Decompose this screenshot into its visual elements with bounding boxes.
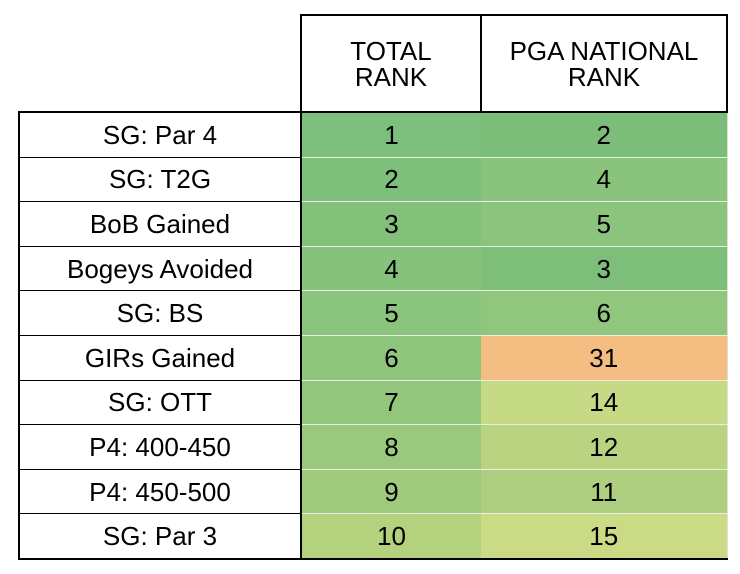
pga-rank-cell: 31 — [481, 335, 728, 381]
total-rank-cell: 1 — [301, 110, 481, 158]
header-pga-national-rank: PGA NATIONAL RANK — [480, 14, 728, 112]
metric-cell: SG: T2G — [18, 157, 302, 203]
pga-rank-cell: 2 — [481, 110, 728, 158]
metric-cell: P4: 400-450 — [18, 424, 302, 470]
metric-cell: Bogeys Avoided — [18, 246, 302, 292]
metric-cell: GIRs Gained — [18, 335, 302, 381]
total-rank-cell: 7 — [301, 380, 481, 426]
metric-cell: SG: BS — [18, 290, 302, 336]
pga-rank-cell: 3 — [481, 246, 728, 292]
metric-cell: SG: OTT — [18, 380, 302, 426]
total-rank-cell: 6 — [301, 335, 481, 381]
header-total-rank-line1: TOTAL — [350, 35, 432, 66]
table-row: SG: T2G 2 4 — [18, 157, 728, 203]
table-row: SG: Par 4 1 2 — [18, 110, 728, 158]
table-row: P4: 400-450 8 12 — [18, 424, 728, 470]
pga-rank-cell: 6 — [481, 290, 728, 336]
metric-cell: BoB Gained — [18, 201, 302, 247]
table-row: SG: OTT 7 14 — [18, 380, 728, 426]
table-row: SG: Par 3 10 15 — [18, 513, 728, 560]
rankings-table: TOTAL RANK PGA NATIONAL RANK SG: Par 4 1… — [18, 14, 728, 560]
pga-rank-cell: 14 — [481, 380, 728, 426]
table-row: P4: 450-500 9 11 — [18, 469, 728, 515]
pga-rank-cell: 11 — [481, 469, 728, 515]
total-rank-cell: 2 — [301, 157, 481, 203]
header-total-rank-line2: RANK — [354, 61, 428, 92]
header-total-rank: TOTAL RANK — [300, 14, 482, 112]
metric-cell: SG: Par 4 — [18, 110, 302, 158]
pga-rank-cell: 15 — [481, 513, 728, 560]
pga-rank-cell: 12 — [481, 424, 728, 470]
metric-cell: SG: Par 3 — [18, 513, 302, 560]
pga-rank-cell: 5 — [481, 201, 728, 247]
header-blank-cell — [19, 15, 301, 112]
pga-rank-cell: 4 — [481, 157, 728, 203]
total-rank-cell: 10 — [301, 513, 481, 560]
total-rank-cell: 8 — [301, 424, 481, 470]
total-rank-cell: 9 — [301, 469, 481, 515]
table-row: SG: BS 5 6 — [18, 290, 728, 336]
header-pga-rank-line2: RANK — [567, 61, 641, 92]
total-rank-cell: 4 — [301, 246, 481, 292]
total-rank-cell: 5 — [301, 290, 481, 336]
header-row: TOTAL RANK PGA NATIONAL RANK — [19, 14, 728, 112]
table-row: Bogeys Avoided 4 3 — [18, 246, 728, 292]
header-pga-rank-line1: PGA NATIONAL — [509, 35, 699, 66]
metric-cell: P4: 450-500 — [18, 469, 302, 515]
table-row: BoB Gained 3 5 — [18, 201, 728, 247]
table-row: GIRs Gained 6 31 — [18, 335, 728, 381]
total-rank-cell: 3 — [301, 201, 481, 247]
